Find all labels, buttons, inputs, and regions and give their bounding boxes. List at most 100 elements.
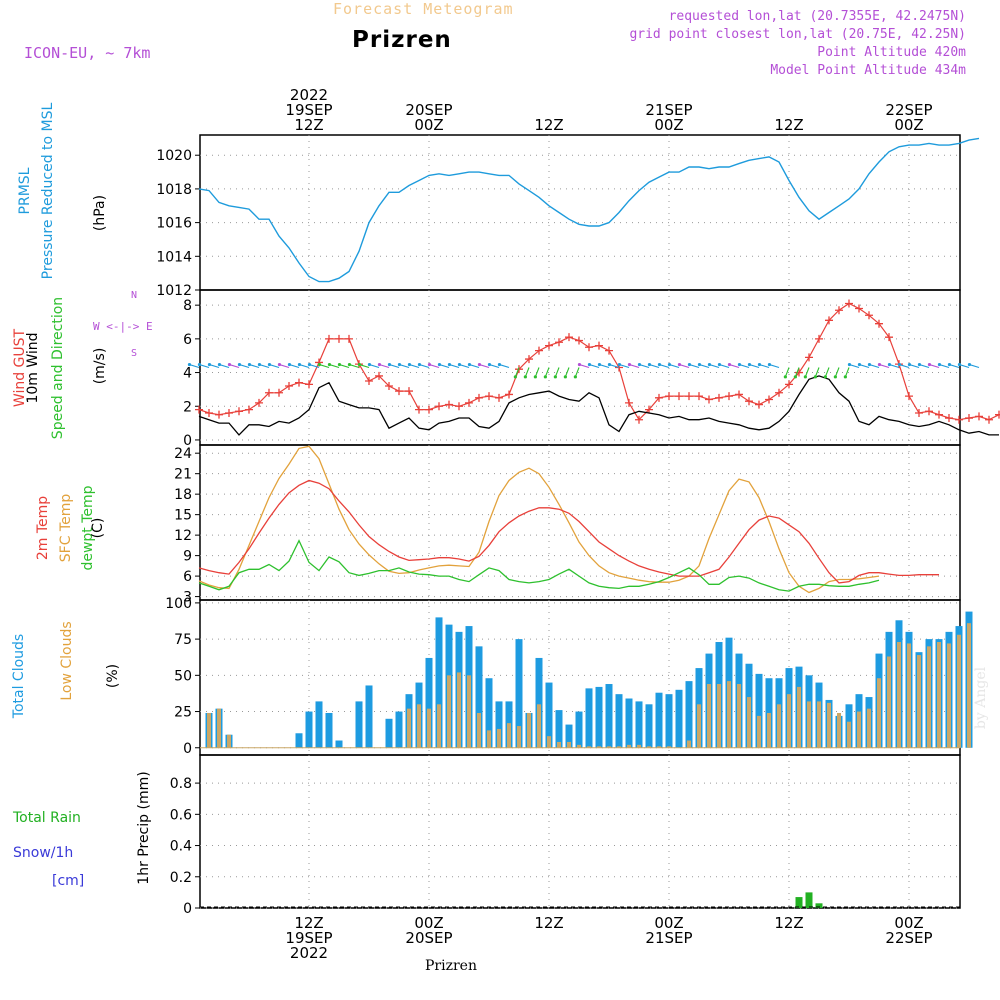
low-cloud-bar bbox=[407, 708, 411, 748]
gust-marker bbox=[385, 382, 393, 391]
panel-frame bbox=[199, 289, 961, 446]
wind-arrow bbox=[804, 367, 810, 378]
gust-marker bbox=[775, 388, 783, 397]
wind-arrow bbox=[929, 364, 940, 369]
total-cloud-bar bbox=[495, 701, 503, 748]
wind-arrow-head bbox=[307, 362, 312, 367]
low-cloud-bar bbox=[767, 712, 771, 748]
top-time-label: 00Z bbox=[414, 116, 443, 134]
low-cloud-bar bbox=[737, 684, 741, 748]
bottom-time-label: 12Z bbox=[294, 914, 323, 932]
gust-marker bbox=[585, 343, 593, 352]
low-cloud-bar bbox=[647, 746, 651, 748]
low-cloud-bar bbox=[577, 744, 581, 748]
wind-arrow bbox=[409, 364, 420, 369]
gust-marker bbox=[225, 408, 233, 417]
city-title: Prizren bbox=[352, 27, 452, 53]
wind-arrow-head bbox=[657, 362, 662, 367]
y-tick-label: 50 bbox=[174, 668, 192, 684]
total-cloud-bar bbox=[575, 711, 583, 748]
wind-arrow-head bbox=[897, 362, 902, 367]
wind-arrow-head bbox=[337, 362, 342, 367]
gust-marker bbox=[935, 410, 943, 419]
total-cloud-bar bbox=[585, 688, 593, 748]
gust-marker bbox=[805, 353, 813, 362]
model-label: ICON-EU, ~ 7km bbox=[24, 44, 151, 62]
gust-marker bbox=[685, 392, 693, 401]
wind-arrow-head bbox=[477, 362, 482, 367]
y-tick-label: 1014 bbox=[156, 249, 192, 265]
total-cloud-bar bbox=[615, 694, 623, 748]
low-cloud-bar bbox=[917, 655, 921, 748]
wind-arrow bbox=[329, 364, 340, 369]
wind-arrow-head bbox=[867, 362, 872, 367]
low-cloud-bar bbox=[527, 712, 531, 748]
total-cloud-bar bbox=[535, 657, 543, 748]
gust-marker bbox=[195, 405, 203, 414]
wind-arrow-head bbox=[697, 362, 702, 367]
low-cloud-bar bbox=[847, 721, 851, 748]
wind-arrow-head bbox=[677, 362, 682, 367]
rain-bar bbox=[815, 903, 823, 908]
y-tick-label: 0.4 bbox=[170, 839, 192, 855]
wind-arrow bbox=[669, 364, 680, 369]
total-cloud-bar bbox=[595, 686, 603, 748]
low-cloud-bar bbox=[837, 712, 841, 748]
gust-marker bbox=[755, 400, 763, 409]
wind-arrow bbox=[369, 364, 380, 369]
bottom-time-label: 00Z bbox=[654, 914, 683, 932]
y-tick-label: 24 bbox=[174, 446, 192, 462]
wind-arrow bbox=[259, 364, 270, 369]
y-tick-label: 4 bbox=[183, 366, 192, 382]
y-tick-label: 75 bbox=[174, 632, 192, 648]
wind-arrow bbox=[659, 364, 670, 369]
gust-marker bbox=[705, 395, 713, 404]
wind-arrow-head bbox=[467, 362, 472, 367]
wind-arrow bbox=[794, 367, 800, 378]
wind-arrow-head bbox=[833, 375, 837, 379]
wind-arrow-head bbox=[247, 362, 252, 367]
gust-marker bbox=[275, 388, 283, 397]
wind-arrow bbox=[749, 364, 760, 369]
wind-arrow-head bbox=[563, 375, 567, 379]
wind-arrow bbox=[269, 364, 280, 369]
gust-marker bbox=[475, 393, 483, 402]
low-cloud-bar bbox=[867, 708, 871, 748]
wind-arrow bbox=[469, 364, 480, 369]
total-cloud-bar bbox=[625, 698, 633, 748]
y-tick-label: 0.2 bbox=[170, 870, 192, 886]
y-tick-label: 18 bbox=[174, 487, 192, 503]
gust-marker bbox=[455, 402, 463, 411]
wind-arrow bbox=[339, 364, 350, 369]
total-cloud-bar bbox=[675, 689, 683, 748]
low-cloud-bar bbox=[857, 711, 861, 748]
total-cloud-bar bbox=[395, 711, 403, 748]
gust-marker bbox=[555, 338, 563, 347]
wind-arrow-head bbox=[357, 362, 362, 367]
wind-arrow-head bbox=[277, 362, 282, 367]
gust-marker bbox=[625, 398, 633, 407]
wind-arrow bbox=[919, 364, 930, 369]
wind-arrow-head bbox=[197, 362, 202, 367]
wind-arrow bbox=[219, 364, 230, 369]
compass-we: W <-|-> E bbox=[93, 320, 153, 333]
total-cloud-bar bbox=[355, 701, 363, 748]
low-cloud-bar bbox=[707, 684, 711, 748]
gust-marker bbox=[295, 378, 303, 387]
wind-arrow bbox=[649, 364, 660, 369]
wind-arrow bbox=[199, 364, 210, 369]
bottom-time-label: 19SEP bbox=[285, 929, 332, 947]
gust-marker bbox=[425, 405, 433, 414]
wind-arrow-head bbox=[937, 362, 942, 367]
wind-arrow-head bbox=[297, 362, 302, 367]
gust-marker bbox=[595, 341, 603, 350]
wind-arrow-head bbox=[447, 362, 452, 367]
gust-marker bbox=[645, 405, 653, 414]
wind-arrow bbox=[709, 364, 720, 369]
gust-marker bbox=[745, 397, 753, 406]
total-cloud-bar bbox=[475, 646, 483, 748]
wind-arrow-head bbox=[823, 375, 827, 379]
y-tick-label: 1018 bbox=[156, 182, 192, 198]
wind-arrow bbox=[589, 364, 600, 369]
bottom-time-label: 00Z bbox=[894, 914, 923, 932]
